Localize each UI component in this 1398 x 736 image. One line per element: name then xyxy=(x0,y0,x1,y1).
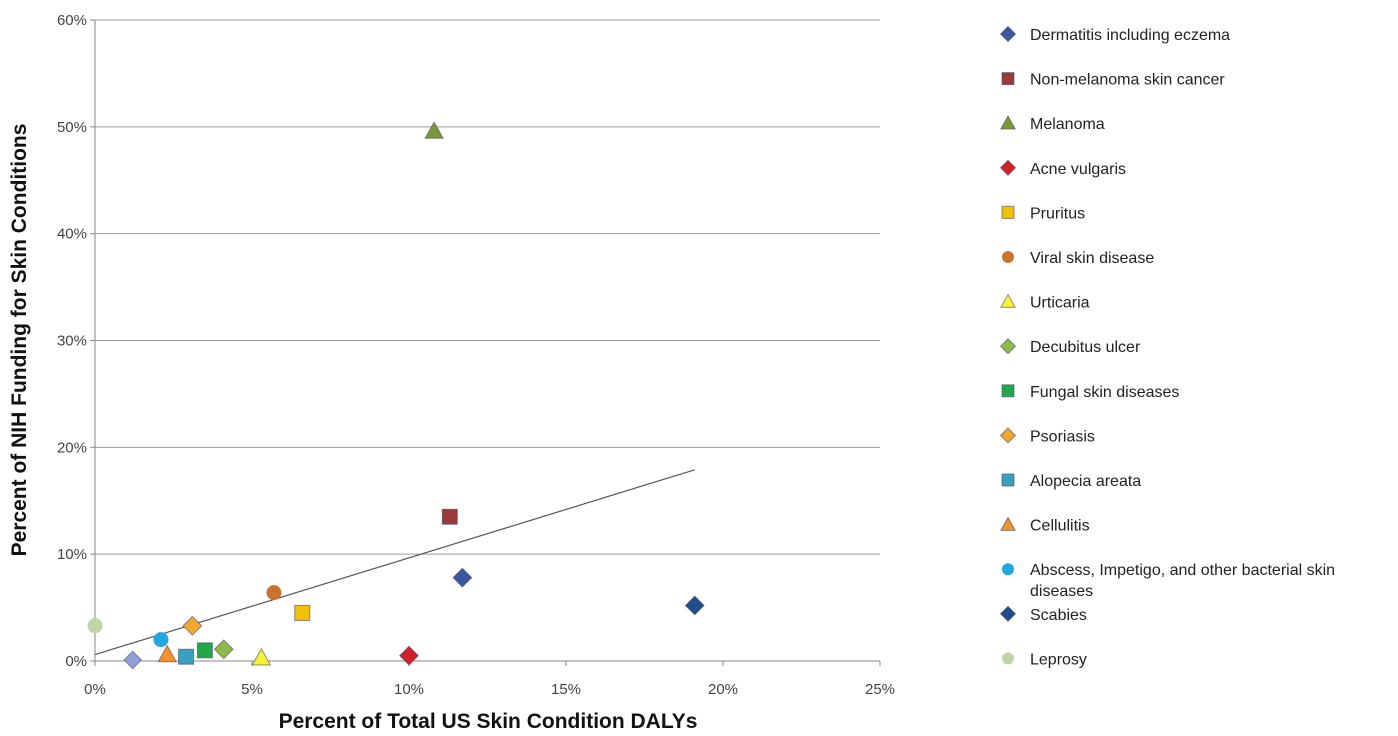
data-point xyxy=(213,639,234,660)
legend-marker xyxy=(999,605,1017,622)
legend-item: Psoriasis xyxy=(999,427,1095,445)
y-tick-label: 30% xyxy=(57,333,87,350)
legend-label: Alopecia areata xyxy=(1030,473,1141,490)
legend-item: Urticaria xyxy=(999,293,1090,312)
data-point xyxy=(398,645,420,666)
data-point xyxy=(153,632,169,648)
legend-marker xyxy=(999,159,1017,176)
x-tick-label: 25% xyxy=(865,681,895,698)
legend-label: Acne vulgaris xyxy=(1030,161,1126,178)
axes xyxy=(90,19,881,666)
legend-label: Leprosy xyxy=(1030,651,1087,668)
legend-item: Leprosy xyxy=(1002,651,1087,668)
legend-item: Melanoma xyxy=(999,114,1105,133)
legend-item: Fungal skin diseases xyxy=(1001,384,1179,401)
legend-marker xyxy=(1001,473,1015,487)
legend-item: Acne vulgaris xyxy=(999,159,1126,178)
data-point xyxy=(182,615,203,636)
data-point xyxy=(452,567,473,588)
data-point xyxy=(178,648,195,665)
legend-item: Scabies xyxy=(999,605,1087,624)
legend-label: Decubitus ulcer xyxy=(1030,339,1141,356)
legend-label: Viral skin disease xyxy=(1030,250,1154,267)
legend-marker xyxy=(999,427,1017,444)
legend-label: Pruritus xyxy=(1030,205,1085,222)
y-tick-label: 10% xyxy=(57,546,87,563)
legend-item: Abscess, Impetigo, and other bacterial s… xyxy=(1002,562,1335,600)
data-point xyxy=(441,508,458,525)
data-point xyxy=(123,650,143,670)
x-tick-label: 10% xyxy=(394,681,424,698)
legend-marker xyxy=(999,25,1017,43)
legend-marker xyxy=(999,293,1017,308)
x-axis-title: Percent of Total US Skin Condition DALYs xyxy=(279,710,698,733)
legend-marker xyxy=(1002,563,1014,576)
legend-marker xyxy=(1002,652,1014,665)
x-axis-tick-labels: 0% 5% 10% 15% 20% 25% xyxy=(84,681,895,698)
legend-item: Dermatitis including eczema xyxy=(999,25,1230,44)
data-point xyxy=(196,642,213,659)
x-tick-label: 20% xyxy=(708,681,738,698)
y-tick-label: 60% xyxy=(57,12,87,29)
legend-item: Non-melanoma skin cancer xyxy=(1001,72,1225,89)
y-axis-tick-labels: 0% 10% 20% 30% 40% 50% 60% xyxy=(57,12,87,670)
legend-label: Cellulitis xyxy=(1030,518,1090,535)
legend-marker xyxy=(999,516,1017,531)
legend-item: Alopecia areata xyxy=(1001,473,1141,490)
data-point xyxy=(157,644,178,663)
legend-marker xyxy=(1002,251,1014,263)
data-point xyxy=(266,585,282,601)
y-tick-label: 0% xyxy=(65,653,87,670)
legend-item: Cellulitis xyxy=(999,516,1090,535)
data-point xyxy=(684,595,705,616)
y-tick-label: 40% xyxy=(57,226,87,243)
data-point xyxy=(294,604,311,621)
legend-label: Scabies xyxy=(1030,607,1087,624)
x-tick-label: 15% xyxy=(551,681,581,698)
legend-label: Abscess, Impetigo, and other bacterial s… xyxy=(1030,562,1335,600)
gridlines xyxy=(95,19,880,555)
data-points xyxy=(87,121,705,670)
legend-item: Decubitus ulcer xyxy=(999,338,1141,356)
legend-label: Fungal skin diseases xyxy=(1030,384,1179,401)
legend-item: Pruritus xyxy=(1001,205,1085,222)
legend-label: Psoriasis xyxy=(1030,428,1095,445)
legend-label: Melanoma xyxy=(1030,116,1105,133)
legend-marker xyxy=(1001,72,1015,86)
legend-marker xyxy=(999,338,1017,355)
data-point xyxy=(87,618,103,634)
data-point xyxy=(424,121,444,139)
legend-marker xyxy=(999,114,1017,130)
legend-label: Urticaria xyxy=(1030,295,1090,312)
legend-label: Non-melanoma skin cancer xyxy=(1030,72,1225,89)
legend-marker xyxy=(1001,205,1015,219)
x-tick-label: 5% xyxy=(241,681,263,698)
legend: Dermatitis including eczema Non-melanoma … xyxy=(999,25,1335,668)
legend-label: Dermatitis including eczema xyxy=(1030,27,1230,44)
legend-marker xyxy=(1001,384,1015,398)
x-tick-label: 0% xyxy=(84,681,106,698)
y-tick-label: 50% xyxy=(57,119,87,136)
y-tick-label: 20% xyxy=(57,439,87,456)
legend-item: Viral skin disease xyxy=(1002,250,1154,267)
data-point xyxy=(251,647,272,666)
y-axis-title: Percent of NIH Funding for Skin Conditio… xyxy=(8,124,31,557)
